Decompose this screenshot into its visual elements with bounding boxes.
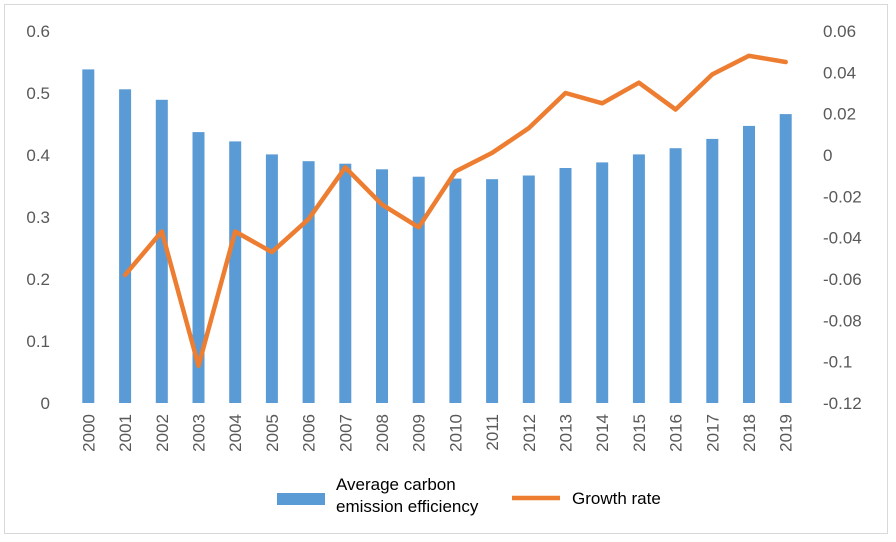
bar-2010 bbox=[449, 178, 462, 403]
bar-2018 bbox=[743, 125, 755, 404]
right-tick-label: -0.12 bbox=[823, 394, 862, 413]
left-tick-label: 0.1 bbox=[26, 332, 50, 351]
left-tick-label: 0.5 bbox=[26, 84, 50, 103]
left-tick-label: 0.3 bbox=[26, 208, 50, 227]
x-tick-label: 2006 bbox=[300, 414, 319, 452]
legend-label-line-series: Growth rate bbox=[572, 489, 661, 508]
left-tick-label: 0.4 bbox=[26, 146, 50, 165]
x-tick-label: 2012 bbox=[520, 414, 539, 452]
x-tick-label: 2014 bbox=[593, 414, 612, 452]
bar-2008 bbox=[376, 169, 388, 403]
x-tick-label: 2002 bbox=[153, 414, 172, 452]
x-tick-label: 2018 bbox=[740, 414, 759, 452]
right-tick-label: -0.08 bbox=[823, 311, 862, 330]
line-series bbox=[122, 53, 788, 369]
x-tick-label: 2008 bbox=[373, 414, 392, 452]
bar-2000 bbox=[82, 69, 95, 404]
bar-series bbox=[82, 69, 792, 404]
left-tick-label: 0.6 bbox=[26, 22, 50, 41]
right-tick-label: -0.02 bbox=[823, 187, 862, 206]
x-tick-label: 2017 bbox=[703, 414, 722, 452]
x-tick-label: 2009 bbox=[410, 414, 429, 452]
right-tick-label: 0.02 bbox=[823, 105, 856, 124]
legend-swatch-bar bbox=[277, 493, 325, 505]
bar-2013 bbox=[559, 168, 572, 403]
bar-2016 bbox=[669, 148, 682, 403]
x-tick-label: 2007 bbox=[336, 414, 355, 452]
legend-label-line: Average carbon bbox=[336, 475, 456, 494]
chart-frame bbox=[4, 4, 888, 534]
bar-2006 bbox=[302, 161, 315, 403]
bar-2001 bbox=[119, 89, 132, 404]
bar-2009 bbox=[412, 176, 425, 403]
x-tick-label: 2019 bbox=[777, 414, 796, 452]
right-tick-label: 0 bbox=[823, 146, 832, 165]
bar-2003 bbox=[192, 132, 205, 403]
bar-2005 bbox=[265, 154, 278, 403]
bar-2011 bbox=[486, 179, 499, 403]
bar-2012 bbox=[522, 175, 535, 403]
bar-2017 bbox=[706, 138, 719, 403]
x-tick-label: 2001 bbox=[116, 414, 135, 452]
right-tick-label: -0.1 bbox=[823, 353, 852, 372]
bar-2019 bbox=[779, 114, 792, 403]
left-axis: 0 0.1 0.2 0.3 0.4 0.5 0.6 bbox=[26, 22, 50, 413]
x-tick-label: 2003 bbox=[190, 414, 209, 452]
legend-label-bar: Average carbon emission efficiency bbox=[336, 475, 479, 516]
x-tick-label: 2015 bbox=[630, 414, 649, 452]
legend: Average carbon emission efficiency Growth … bbox=[277, 475, 661, 516]
left-tick-label: 0.2 bbox=[26, 270, 50, 289]
bar-2004 bbox=[229, 141, 242, 403]
bar-2015 bbox=[632, 154, 645, 403]
x-tick-label: 2013 bbox=[557, 414, 576, 452]
x-tick-label: 2005 bbox=[263, 414, 282, 452]
right-axis: -0.12 -0.1 -0.08 -0.06 -0.04 -0.02 0 0.02 0.04 0.… bbox=[823, 22, 862, 413]
bar-2007 bbox=[339, 163, 352, 403]
right-tick-label: 0.04 bbox=[823, 63, 856, 82]
right-tick-label: -0.04 bbox=[823, 229, 862, 248]
x-tick-label: 2011 bbox=[483, 414, 502, 451]
x-tick-label: 2010 bbox=[446, 414, 465, 452]
legend-label-line: emission efficiency bbox=[336, 497, 479, 516]
x-tick-label: 2000 bbox=[79, 414, 98, 452]
bar-2002 bbox=[155, 99, 168, 404]
x-tick-label: 2016 bbox=[667, 414, 686, 452]
left-tick-label: 0 bbox=[41, 394, 50, 413]
right-tick-label: -0.06 bbox=[823, 270, 862, 289]
x-axis: 2000 2001 2002 2003 2004 2005 2006 2007 2008 2009… bbox=[79, 414, 795, 452]
x-tick-label: 2004 bbox=[226, 414, 245, 452]
right-tick-label: 0.06 bbox=[823, 22, 856, 41]
bar-2014 bbox=[596, 162, 609, 403]
